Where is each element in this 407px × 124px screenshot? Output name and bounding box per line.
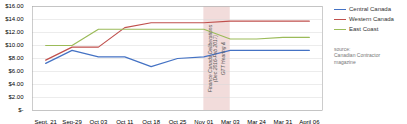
svg-text:$12.00: $12.00 [5,29,24,35]
svg-text:Mar 03: Mar 03 [221,119,240,124]
svg-text:Sept. 21: Sept. 21 [35,119,58,124]
svg-text:Oct 18: Oct 18 [142,119,160,124]
svg-text:Mar 31: Mar 31 [274,119,293,124]
html-text:Central Canada: Central Canada [349,6,391,12]
html-text:Western Canada: Western Canada [349,16,394,22]
svg-text:$14.00: $14.00 [5,16,24,22]
svg-text:Oct 03: Oct 03 [90,119,108,124]
svg-text:Sep-29: Sep-29 [62,119,82,124]
svg-text:Oct 11: Oct 11 [116,119,134,124]
svg-text:Oct 25: Oct 25 [169,119,187,124]
svg-text:April 06: April 06 [299,119,320,124]
svg-text:$8.00: $8.00 [8,55,24,61]
svg-text:$-: $- [18,107,23,113]
html-text:source: Canadian Contractor ma: source: Canadian Contractor magazine [334,46,381,65]
svg-text:Nov 01: Nov 01 [194,119,214,124]
svg-text:$4.00: $4.00 [8,81,24,87]
svg-text:Mar 24: Mar 24 [247,119,266,124]
svg-text:$6.00: $6.00 [8,68,24,74]
svg-text:$2.00: $2.00 [8,94,24,100]
svg-text:GTT Hearing &: GTT Hearing & [220,41,226,75]
svg-text:$16.00: $16.00 [5,3,24,9]
html-text:East Coast: East Coast [349,26,379,32]
svg-text:$10.00: $10.00 [5,42,24,48]
svg-text:Finance Canada Deliberations(D: Finance Canada Deliberations(Dec 2016-Fe… [207,24,218,92]
